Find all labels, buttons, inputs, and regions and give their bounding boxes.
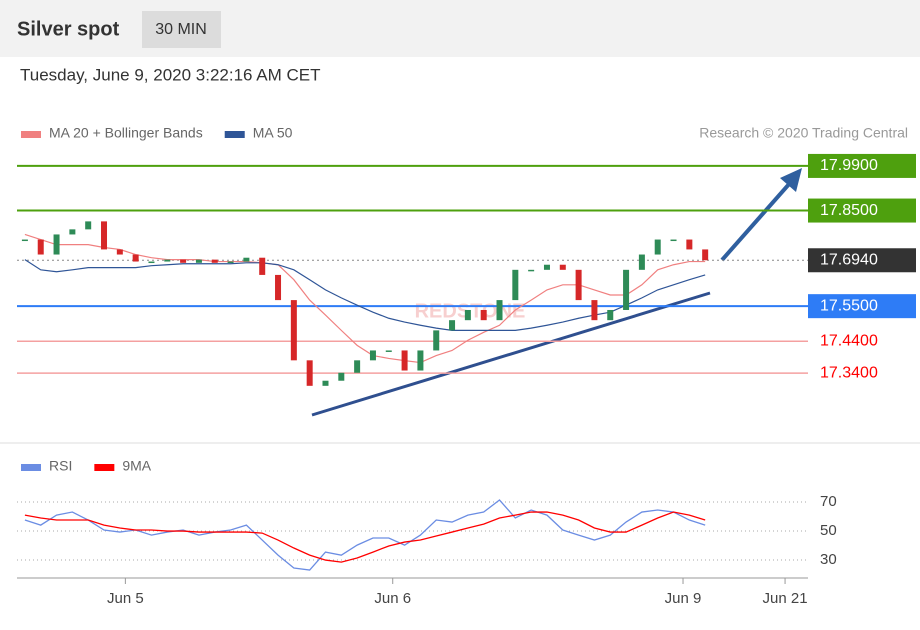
candle bbox=[195, 259, 202, 263]
candle bbox=[259, 257, 266, 275]
timestamp: Tuesday, June 9, 2020 3:22:16 AM CET bbox=[20, 65, 321, 84]
arrow-head bbox=[780, 168, 802, 192]
x-tick-label: Jun 6 bbox=[374, 590, 411, 607]
series-line bbox=[24, 233, 706, 364]
candle bbox=[433, 330, 440, 351]
candle bbox=[180, 259, 187, 263]
candle bbox=[496, 300, 503, 321]
candle bbox=[338, 372, 345, 381]
candle bbox=[385, 350, 392, 352]
candle bbox=[53, 234, 60, 255]
legend-label: MA 50 bbox=[253, 125, 293, 141]
candle bbox=[480, 309, 487, 321]
level-tag bbox=[808, 198, 916, 223]
candle bbox=[702, 249, 709, 261]
y-tick-label: 30 bbox=[820, 551, 837, 568]
candle bbox=[543, 264, 550, 270]
candle bbox=[85, 221, 92, 230]
candle bbox=[132, 254, 139, 262]
candle bbox=[227, 261, 234, 264]
level-label: 17.3400 bbox=[820, 364, 878, 381]
candle bbox=[449, 320, 456, 331]
legend-label: 9MA bbox=[122, 458, 151, 474]
level-tag bbox=[808, 153, 916, 178]
candle bbox=[37, 239, 44, 255]
level-label: 17.6940 bbox=[820, 251, 878, 268]
x-tick-label: Jun 21 bbox=[763, 590, 808, 607]
candle bbox=[69, 229, 76, 235]
legend-label: MA 20 + Bollinger Bands bbox=[49, 125, 203, 141]
candle bbox=[623, 269, 630, 310]
candle bbox=[591, 300, 598, 321]
projection-arrow bbox=[720, 181, 792, 262]
series-line bbox=[24, 259, 706, 331]
candle bbox=[401, 350, 408, 371]
candle bbox=[148, 261, 155, 264]
candle bbox=[686, 239, 693, 250]
level-tag bbox=[808, 248, 916, 273]
candle bbox=[464, 309, 471, 321]
candle bbox=[21, 239, 28, 242]
candle bbox=[164, 259, 171, 262]
candle bbox=[101, 221, 108, 250]
candle bbox=[654, 239, 661, 255]
x-tick-label: Jun 5 bbox=[107, 590, 144, 607]
level-label: 17.5500 bbox=[820, 297, 878, 314]
candle bbox=[290, 300, 297, 361]
series-line bbox=[24, 511, 706, 563]
candle bbox=[354, 360, 361, 373]
legend-swatch bbox=[94, 464, 115, 471]
legend-label: RSI bbox=[49, 458, 72, 474]
candle bbox=[369, 350, 376, 361]
candle bbox=[670, 239, 677, 242]
legend-swatch bbox=[224, 131, 245, 138]
candle bbox=[512, 269, 519, 301]
level-label: 17.8500 bbox=[820, 202, 878, 219]
candle bbox=[243, 257, 250, 262]
y-tick-label: 70 bbox=[820, 493, 837, 510]
candle bbox=[306, 360, 313, 386]
candle bbox=[322, 380, 329, 386]
level-label: 17.4400 bbox=[820, 332, 878, 349]
header-bar bbox=[0, 0, 920, 57]
y-tick-label: 50 bbox=[820, 522, 837, 539]
level-label: 17.9900 bbox=[820, 157, 878, 174]
candle bbox=[211, 259, 218, 263]
legend-swatch bbox=[21, 464, 41, 471]
x-tick-label: Jun 9 bbox=[665, 590, 702, 607]
candle bbox=[116, 249, 123, 255]
timeframe[interactable]: 30 MIN bbox=[155, 21, 207, 38]
credit: Research © 2020 Trading Central bbox=[699, 125, 908, 141]
legend-swatch bbox=[21, 131, 41, 138]
level-tag bbox=[808, 294, 916, 319]
title: Silver spot bbox=[17, 18, 120, 40]
candle bbox=[575, 269, 582, 301]
candle bbox=[607, 309, 614, 321]
support-trendline bbox=[311, 291, 711, 417]
candle bbox=[275, 274, 282, 301]
candle bbox=[528, 269, 535, 272]
candle bbox=[638, 254, 645, 270]
timeframe-button[interactable] bbox=[142, 11, 221, 48]
series-line bbox=[24, 499, 706, 571]
candle bbox=[559, 264, 566, 270]
candle bbox=[417, 350, 424, 371]
